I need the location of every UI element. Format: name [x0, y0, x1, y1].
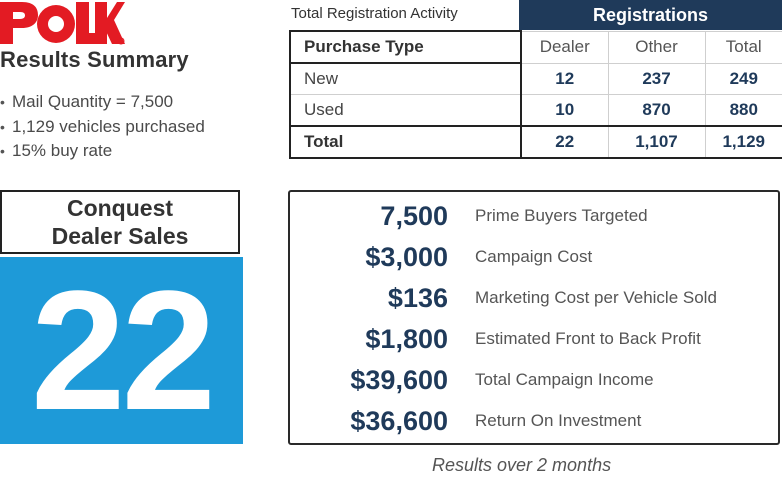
metric-label: Total Campaign Income: [475, 370, 654, 389]
conquest-sales-value: 22: [0, 256, 243, 446]
metric-row: 7,500 Prime Buyers Targeted: [290, 198, 778, 234]
cell-total: 249: [704, 62, 782, 95]
summary-bullets: • Mail Quantity = 7,500 • 1,129 vehicles p…: [0, 90, 205, 164]
row-label: New: [289, 62, 522, 95]
conquest-line-1: Conquest: [66, 195, 174, 221]
column-header-total: Total: [704, 30, 782, 64]
cell-total: 880: [704, 94, 782, 127]
metric-row: $136 Marketing Cost per Vehicle Sold: [290, 280, 778, 316]
registration-table: Purchase Type Dealer Other Total New 12 …: [289, 30, 782, 159]
cell-dealer: 12: [520, 62, 609, 95]
polk-logo-mark: [0, 2, 125, 45]
conquest-dealer-sales-heading: Conquest Dealer Sales: [0, 190, 240, 254]
cell-dealer: 22: [520, 125, 609, 159]
cell-other: 1,107: [607, 125, 706, 159]
registration-caption: Total Registration Activity: [291, 5, 458, 22]
row-label: Total: [289, 125, 522, 159]
metric-label: Prime Buyers Targeted: [475, 206, 648, 225]
row-label: Used: [289, 94, 522, 127]
table-header-row: Purchase Type Dealer Other Total: [289, 30, 782, 64]
metric-row: $1,800 Estimated Front to Back Profit: [290, 321, 778, 357]
metric-value: $36,600: [350, 406, 448, 436]
metric-row: $3,000 Campaign Cost: [290, 239, 778, 275]
conquest-line-2: Dealer Sales: [51, 223, 189, 249]
metric-value: $1,800: [365, 324, 448, 354]
table-row: New 12 237 249: [289, 62, 782, 95]
metric-label: Estimated Front to Back Profit: [475, 329, 701, 348]
summary-bullet: • Mail Quantity = 7,500: [0, 92, 174, 111]
column-header-purchase-type: Purchase Type: [289, 30, 522, 64]
column-header-other: Other: [607, 30, 706, 64]
metric-row: $36,600 Return On Investment: [290, 403, 778, 439]
polk-logo: [0, 0, 126, 46]
metric-row: $39,600 Total Campaign Income: [290, 362, 778, 398]
metric-value: $39,600: [350, 365, 448, 395]
cell-other: 870: [607, 94, 706, 127]
results-summary-title: Results Summary: [0, 47, 189, 72]
registrations-header: Registrations: [519, 0, 782, 30]
table-row: Used 10 870 880: [289, 94, 782, 127]
cell-total: 1,129: [704, 125, 782, 159]
metric-label: Marketing Cost per Vehicle Sold: [475, 288, 717, 307]
cell-dealer: 10: [520, 94, 609, 127]
column-header-dealer: Dealer: [520, 30, 609, 64]
results-metrics-panel: 7,500 Prime Buyers Targeted $3,000 Campa…: [288, 190, 780, 445]
table-total-row: Total 22 1,107 1,129: [289, 125, 782, 159]
metric-label: Campaign Cost: [475, 247, 593, 266]
summary-bullet: • 1,129 vehicles purchased: [0, 116, 205, 136]
summary-bullet: • 15% buy rate: [0, 141, 113, 160]
metric-value: 7,500: [380, 201, 448, 231]
results-footnote: Results over 2 months: [432, 455, 612, 475]
metric-value: $136: [387, 283, 448, 313]
metric-value: $3,000: [365, 242, 448, 272]
cell-other: 237: [607, 62, 706, 95]
metric-label: Return On Investment: [475, 411, 642, 430]
